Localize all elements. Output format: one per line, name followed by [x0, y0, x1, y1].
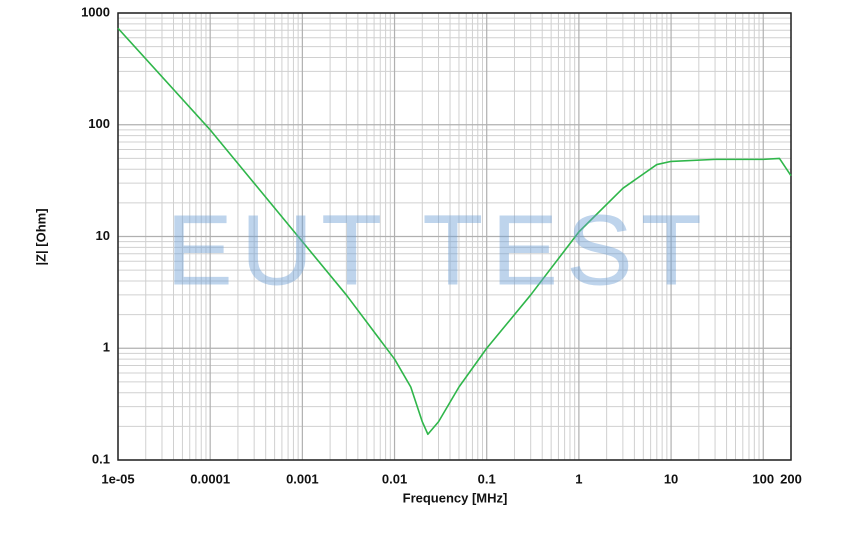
impedance-line — [117, 27, 792, 436]
x-tick-label: 200 — [780, 471, 802, 486]
plot-frame — [117, 12, 792, 461]
x-tick-label: 0.0001 — [190, 471, 230, 486]
x-tick-label: 0.001 — [286, 471, 319, 486]
y-tick-label: 1000 — [81, 4, 110, 19]
y-tick-label: 0.1 — [92, 451, 110, 466]
y-tick-label: 10 — [96, 228, 110, 243]
y-tick-label: 100 — [88, 116, 110, 131]
x-axis-label: Frequency [MHz] — [403, 490, 508, 505]
x-tick-label: 100 — [752, 471, 774, 486]
y-axis-label: |Z| [Ohm] — [33, 208, 48, 265]
x-tick-label: 0.01 — [382, 471, 407, 486]
x-tick-label: 0.1 — [478, 471, 496, 486]
x-tick-label: 1 — [575, 471, 582, 486]
y-tick-label: 1 — [103, 340, 110, 355]
x-tick-label: 1e-05 — [101, 471, 134, 486]
watermark: EUT TEST — [166, 194, 710, 306]
x-tick-label: 10 — [664, 471, 678, 486]
